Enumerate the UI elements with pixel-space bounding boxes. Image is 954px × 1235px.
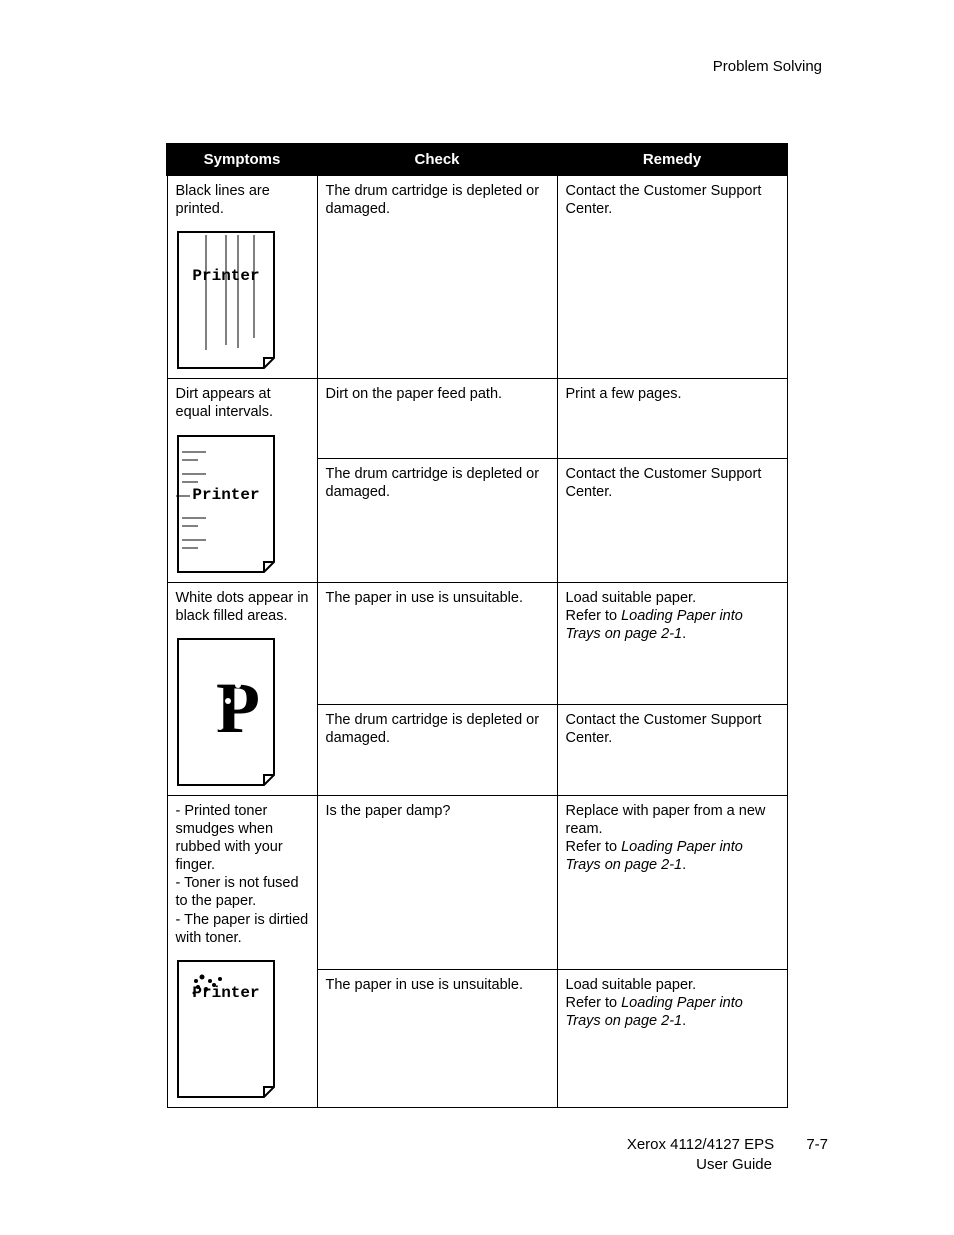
table-row: White dots appear in black filled areas.…	[167, 582, 787, 705]
page-footer: Xerox 4112/4127 EPS 7-7 User Guide	[627, 1135, 828, 1176]
toner-smudge-icon: Printer	[176, 959, 309, 1099]
symptom-text: White dots appear in black filled areas.	[176, 589, 309, 625]
remedy-text: Print a few pages.	[557, 379, 787, 459]
symptom-text: Dirt appears at equal intervals.	[176, 385, 309, 421]
remedy-text: Contact the Customer Support Center.	[557, 175, 787, 379]
svg-text:P: P	[216, 668, 260, 748]
svg-text:Printer: Printer	[192, 486, 259, 504]
troubleshooting-table: Symptoms Check Remedy Black lines are pr…	[166, 143, 788, 1108]
svg-text:Printer: Printer	[192, 984, 259, 1002]
footer-page-number: 7-7	[806, 1135, 828, 1155]
table-row: Black lines are printed. Printer	[167, 175, 787, 379]
check-text: The drum cartridge is depleted or damage…	[317, 459, 557, 582]
table-row: - Printed toner smudges when rubbed with…	[167, 795, 787, 969]
dirt-intervals-icon: Printer	[176, 434, 309, 574]
table-row: Dirt appears at equal intervals. Printer	[167, 379, 787, 459]
col-header-symptoms: Symptoms	[167, 144, 317, 175]
remedy-text: Load suitable paper. Refer to Loading Pa…	[557, 582, 787, 705]
footer-doc-title: User Guide	[627, 1155, 828, 1175]
page-header-section: Problem Solving	[166, 58, 828, 75]
remedy-text: Replace with paper from a new ream. Refe…	[557, 795, 787, 969]
remedy-text: Load suitable paper. Refer to Loading Pa…	[557, 969, 787, 1107]
check-text: The paper in use is unsuitable.	[317, 582, 557, 705]
check-text: The drum cartridge is depleted or damage…	[317, 705, 557, 796]
check-text: The drum cartridge is depleted or damage…	[317, 175, 557, 379]
remedy-text: Contact the Customer Support Center.	[557, 459, 787, 582]
white-dots-icon: P	[176, 637, 309, 787]
black-lines-icon: Printer	[176, 230, 309, 370]
col-header-check: Check	[317, 144, 557, 175]
remedy-text: Contact the Customer Support Center.	[557, 705, 787, 796]
check-text: Dirt on the paper feed path.	[317, 379, 557, 459]
footer-product: Xerox 4112/4127 EPS	[627, 1136, 774, 1153]
symptom-text: - Printed toner smudges when rubbed with…	[176, 802, 309, 947]
check-text: Is the paper damp?	[317, 795, 557, 969]
symptom-text: Black lines are printed.	[176, 182, 309, 218]
check-text: The paper in use is unsuitable.	[317, 969, 557, 1107]
col-header-remedy: Remedy	[557, 144, 787, 175]
